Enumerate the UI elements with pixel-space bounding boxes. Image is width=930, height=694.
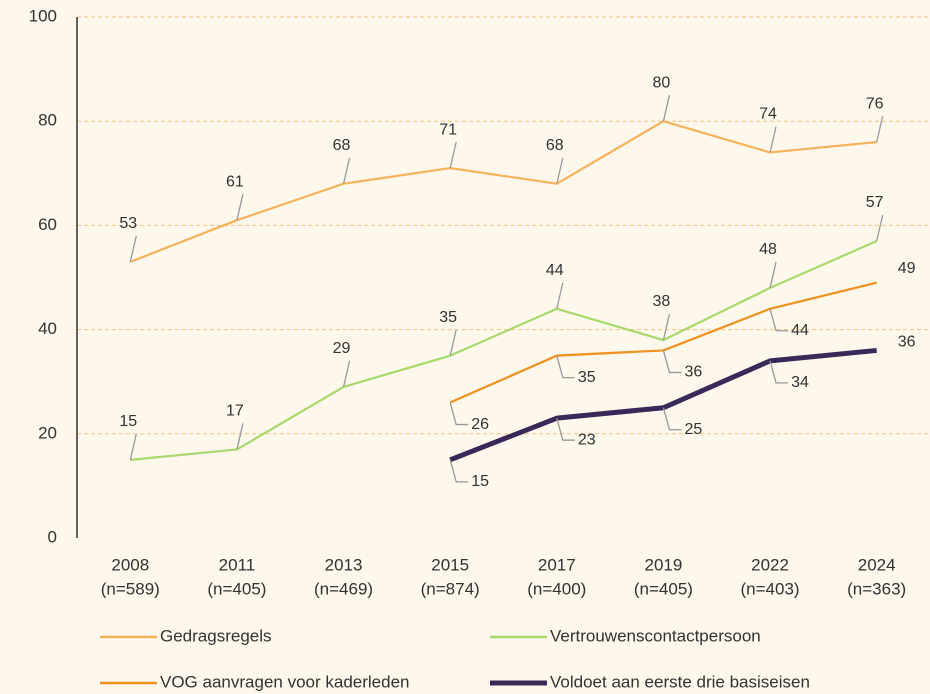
leader-line (449, 402, 469, 426)
data-label: 48 (759, 241, 777, 258)
leader-line (769, 126, 777, 153)
data-label: 76 (866, 95, 884, 112)
leader-line (556, 355, 575, 379)
series-line (129, 120, 877, 263)
data-label: 80 (653, 74, 671, 91)
data-label: 35 (578, 369, 596, 386)
legend-label: Voldoet aan eerste drie basiseisen (550, 672, 810, 691)
data-label: 44 (791, 322, 809, 339)
y-tick-label: 0 (48, 527, 57, 546)
series-line (130, 240, 878, 461)
data-label: 35 (439, 309, 457, 326)
y-tick-label: 80 (38, 111, 57, 130)
x-tick-sample: (n=405) (634, 579, 693, 598)
leader-line (556, 282, 564, 309)
data-label: 57 (866, 194, 884, 211)
leader-line (449, 329, 457, 356)
legend-label: Gedragsregels (160, 626, 272, 645)
leader-line (449, 141, 457, 169)
leader-line (662, 313, 671, 341)
x-tick-label: 2022 (751, 555, 789, 574)
x-tick-label: 2017 (538, 555, 576, 574)
data-label: 26 (471, 416, 489, 433)
data-label: 36 (685, 364, 703, 381)
leader-line (449, 459, 469, 483)
x-tick-sample: (n=403) (741, 579, 800, 598)
data-label: 53 (119, 215, 137, 232)
x-tick-label: 2008 (111, 555, 149, 574)
leader-line (342, 157, 351, 184)
y-tick-label: 20 (38, 423, 57, 442)
leader-line (876, 214, 884, 242)
leader-line (236, 194, 244, 221)
data-label: 61 (226, 173, 244, 190)
leader-line (769, 261, 777, 289)
data-label: 49 (898, 260, 916, 277)
leader-line (662, 350, 682, 374)
x-tick-label: 2015 (431, 555, 469, 574)
x-tick-sample: (n=405) (207, 579, 266, 598)
data-label: 68 (546, 137, 564, 154)
leader-line (342, 360, 351, 388)
leader-line (556, 157, 564, 184)
data-label: 68 (333, 137, 351, 154)
x-tick-sample: (n=363) (847, 579, 906, 598)
data-label: 34 (791, 374, 809, 391)
x-tick-label: 2011 (219, 555, 256, 574)
leader-line (556, 417, 575, 441)
data-label: 17 (226, 403, 244, 420)
x-tick-sample: (n=874) (421, 579, 480, 598)
data-label: 71 (439, 121, 457, 138)
y-tick-label: 40 (38, 319, 57, 338)
x-tick-label: 2024 (858, 555, 896, 574)
y-tick-label: 60 (38, 215, 57, 234)
legend-label: VOG aanvragen voor kaderleden (160, 672, 410, 691)
x-tick-label: 2019 (645, 555, 683, 574)
data-label: 36 (898, 334, 916, 351)
data-label: 15 (119, 413, 137, 430)
leader-line (769, 360, 789, 384)
leader-line (129, 433, 137, 460)
leader-line (662, 407, 682, 431)
leader-line (236, 423, 244, 450)
data-label: 74 (759, 106, 777, 123)
leader-line (876, 115, 884, 143)
data-label: 29 (333, 340, 351, 357)
data-label: 25 (685, 421, 703, 438)
series-line (449, 347, 877, 463)
data-label: 15 (471, 473, 489, 490)
x-tick-label: 2013 (325, 555, 363, 574)
data-label: 23 (578, 431, 596, 448)
legend-label: Vertrouwenscontactpersoon (550, 626, 761, 645)
data-label: 38 (653, 293, 671, 310)
y-tick-label: 100 (29, 6, 57, 25)
data-label: 44 (546, 262, 564, 279)
x-tick-sample: (n=469) (314, 579, 373, 598)
leader-line (129, 235, 137, 263)
leader-line (769, 308, 789, 332)
leader-line (662, 95, 671, 122)
x-tick-sample: (n=589) (101, 579, 160, 598)
x-tick-sample: (n=400) (527, 579, 586, 598)
